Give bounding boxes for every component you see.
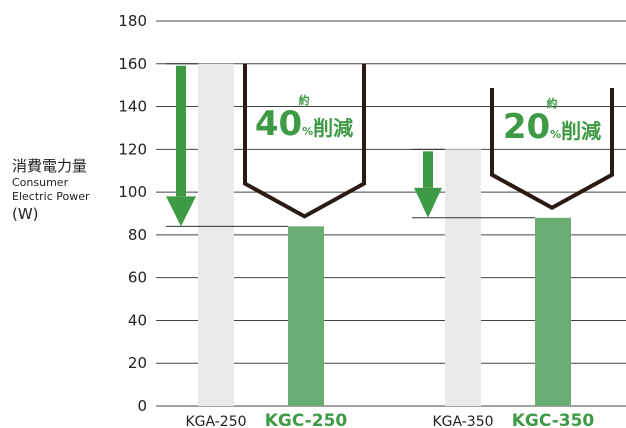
y-tick-label: 100 [118, 183, 147, 201]
y-tick-label: 80 [128, 226, 147, 244]
bar [288, 226, 324, 406]
bar [198, 63, 234, 407]
down-arrow-head [166, 196, 196, 227]
y-axis-label-en-1: Consumer [12, 176, 69, 189]
y-tick-label: 140 [118, 98, 147, 116]
y-tick-labels: 0 20 40 60 80 100 120 140 160 180 [118, 12, 147, 415]
down-arrow-shaft [176, 65, 186, 197]
y-axis-label: 消費電力量 Consumer Electric Power (W) [12, 156, 90, 224]
bracket [490, 88, 614, 211]
callout-prefix: 約 [547, 96, 558, 110]
y-tick-label: 60 [128, 269, 147, 287]
y-tick-label: 20 [128, 354, 147, 372]
callout-prefix: 約 [299, 93, 310, 107]
gridlines [156, 20, 626, 407]
down-arrow-shaft [423, 151, 433, 188]
x-tick-label: KGC-250 [265, 411, 348, 428]
x-tick-label: KGA-250 [185, 414, 246, 428]
y-axis-label-en-2: Electric Power [12, 190, 90, 203]
x-tick-labels: KGA-250 KGC-250 KGA-350 KGC-350 [185, 411, 594, 428]
y-tick-label: 0 [137, 397, 147, 415]
y-tick-label: 160 [118, 55, 147, 73]
callout-percent-sign: % [302, 125, 313, 138]
x-tick-label: KGC-350 [512, 411, 595, 428]
y-axis-label-jp: 消費電力量 [12, 157, 88, 175]
callout-percent: 20 [503, 107, 550, 147]
x-tick-label: KGA-350 [432, 414, 493, 428]
callout-percent-sign: % [550, 128, 561, 141]
reference-lines [166, 63, 535, 227]
callout-text: 20%削減 [503, 107, 601, 147]
bar [445, 149, 481, 407]
callout-percent: 40 [255, 104, 302, 144]
callout-word: 削減 [313, 116, 353, 140]
bracket [243, 64, 366, 219]
y-tick-label: 120 [118, 140, 147, 158]
reduction-brackets [243, 64, 614, 219]
y-tick-label: 180 [118, 12, 147, 30]
reduction-arrows [166, 65, 442, 227]
callout-text: 40%削減 [255, 104, 353, 144]
bar [535, 217, 571, 406]
callout-word: 削減 [561, 119, 601, 143]
bars [198, 63, 571, 407]
y-axis-label-unit: (W) [12, 205, 39, 223]
y-tick-label: 40 [128, 311, 147, 329]
down-arrow-head [414, 187, 442, 218]
